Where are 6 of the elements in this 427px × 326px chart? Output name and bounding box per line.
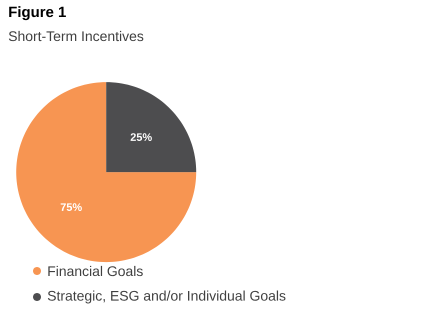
chart-title: Figure 1 [9, 6, 66, 20]
legend-label: Strategic, ESG and/or Individual Goals [48, 290, 286, 304]
data-label: 75% [60, 203, 82, 211]
legend-label: Financial Goals [48, 266, 143, 276]
chart-subtitle: Short-Term Incentives [8, 30, 144, 42]
data-label: 25% [130, 133, 152, 141]
